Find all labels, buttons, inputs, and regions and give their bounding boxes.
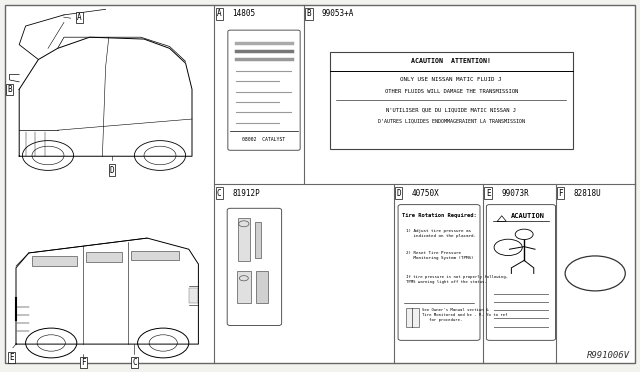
Text: 1) Adjust tire pressure as
   indicated on the placard.: 1) Adjust tire pressure as indicated on … — [406, 229, 476, 238]
Text: D: D — [109, 166, 115, 174]
Text: 08002  CATALYST: 08002 CATALYST — [243, 137, 285, 142]
Bar — [255, 222, 261, 258]
Text: D'AUTRES LIQUIDES ENDOMMAGERAIENT LA TRANSMISSION: D'AUTRES LIQUIDES ENDOMMAGERAIENT LA TRA… — [378, 118, 525, 124]
FancyBboxPatch shape — [227, 208, 282, 326]
Text: 99073R: 99073R — [501, 189, 529, 198]
Text: C: C — [132, 358, 137, 367]
FancyBboxPatch shape — [398, 205, 480, 340]
Text: A: A — [77, 13, 81, 22]
Text: F: F — [81, 358, 86, 367]
Text: 81912P: 81912P — [232, 189, 260, 198]
Bar — [189, 288, 198, 303]
Text: B: B — [7, 85, 12, 94]
Text: ONLY USE NISSAN MATIC FLUID J: ONLY USE NISSAN MATIC FLUID J — [401, 77, 502, 83]
Text: E: E — [9, 353, 14, 362]
Text: If tire pressure is not properly following,
TPMS warning light off the status.: If tire pressure is not properly followi… — [406, 275, 508, 284]
Text: C: C — [217, 189, 221, 198]
Text: F: F — [558, 189, 563, 198]
Bar — [256, 272, 268, 303]
Bar — [86, 252, 122, 262]
Text: Tire Rotation Required:: Tire Rotation Required: — [402, 213, 476, 218]
Text: ACAUTION  ATTENTION!: ACAUTION ATTENTION! — [412, 58, 492, 64]
Text: 82818U: 82818U — [573, 189, 601, 198]
Bar — [131, 251, 179, 260]
Text: OTHER FLUIDS WILL DAMAGE THE TRANSMISSION: OTHER FLUIDS WILL DAMAGE THE TRANSMISSIO… — [385, 89, 518, 94]
Bar — [238, 218, 250, 261]
Text: A: A — [217, 9, 221, 18]
Bar — [237, 272, 251, 303]
Bar — [406, 308, 419, 327]
FancyBboxPatch shape — [486, 205, 556, 340]
Text: R991006V: R991006V — [588, 351, 630, 360]
Text: 2) Reset Tire Pressure
   Monitoring System (TPMS): 2) Reset Tire Pressure Monitoring System… — [406, 251, 473, 260]
FancyBboxPatch shape — [228, 30, 300, 150]
Text: B: B — [307, 9, 311, 18]
Bar — [32, 256, 77, 266]
Text: E: E — [486, 189, 490, 198]
Text: See Owner's Manual section &
Tire Monitored and be - R. Yo to ref
   for procedu: See Owner's Manual section & Tire Monito… — [422, 308, 508, 322]
Text: D: D — [396, 189, 401, 198]
Text: 14805: 14805 — [232, 9, 255, 18]
Bar — [330, 52, 573, 149]
Text: N'UTILISER QUE DU LIQUIDE MATIC NISSAN J: N'UTILISER QUE DU LIQUIDE MATIC NISSAN J — [386, 107, 516, 112]
Text: ACAUTION: ACAUTION — [511, 213, 545, 219]
Text: 99053+A: 99053+A — [322, 9, 355, 18]
Text: 40750X: 40750X — [412, 189, 439, 198]
